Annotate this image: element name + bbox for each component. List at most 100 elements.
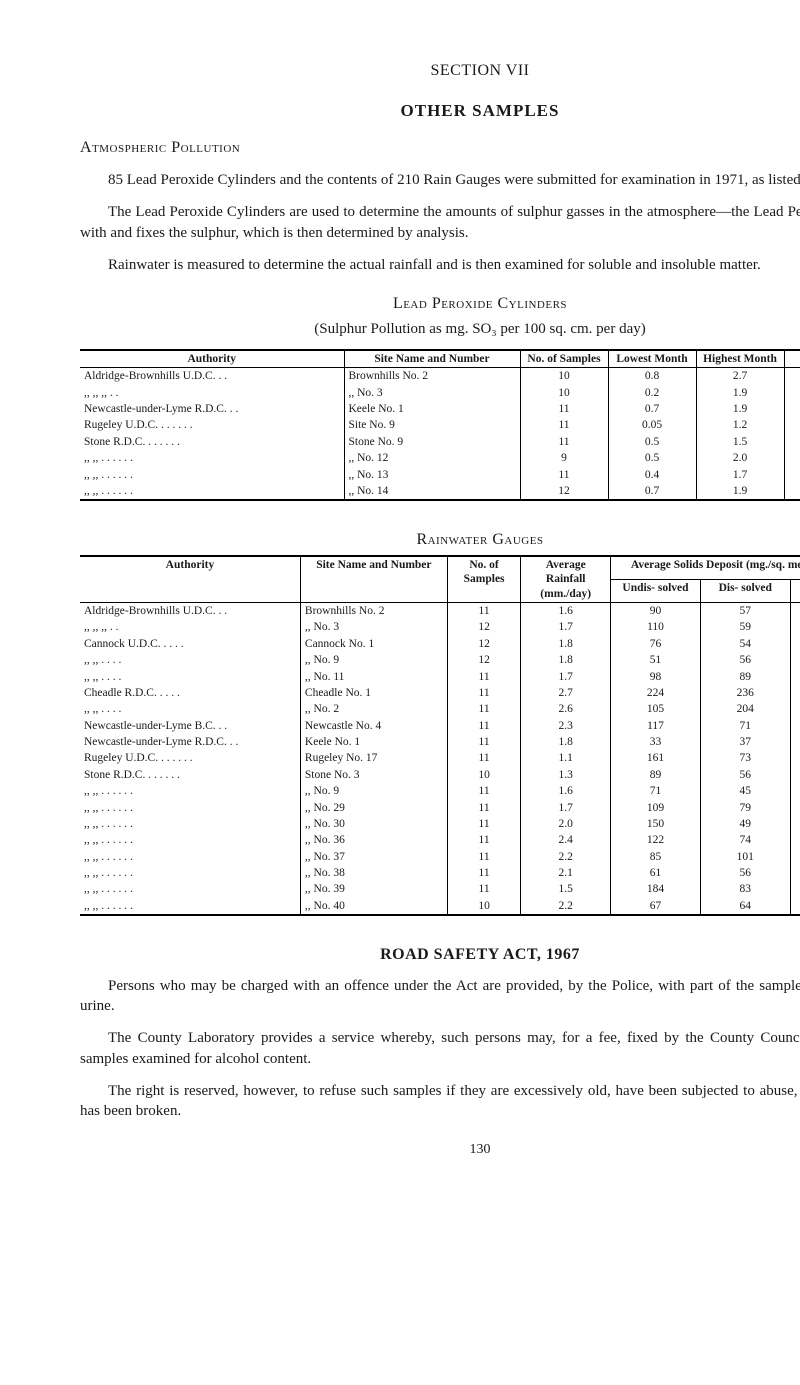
table-cell: 109: [611, 800, 701, 816]
table-cell: 1.8: [521, 734, 611, 750]
table-cell: ,, ,, . . . .: [80, 652, 300, 668]
table-cell: Rugeley U.D.C. . . . . . .: [80, 750, 300, 766]
table-cell: 10: [520, 385, 608, 401]
table-cell: 11: [520, 417, 608, 433]
table-cell: 0.7: [608, 483, 696, 500]
th-authority: Authority: [80, 556, 300, 603]
table-cell: ,, No. 38: [300, 865, 447, 881]
table-cell: 57: [700, 603, 790, 620]
table-cell: 1.7: [696, 467, 784, 483]
table-cell: 11: [447, 750, 520, 766]
table-cell: 12: [447, 636, 520, 652]
table-cell: 2.0: [521, 816, 611, 832]
table-cell: ,, ,, . . . .: [80, 669, 300, 685]
road-safety-title: ROAD SAFETY ACT, 1967: [80, 944, 800, 966]
section-title: SECTION VII: [80, 60, 800, 82]
table-cell: 1.3: [521, 767, 611, 783]
table-cell: 89: [700, 669, 790, 685]
table-cell: 90: [611, 603, 701, 620]
table-cell: 128: [790, 636, 800, 652]
table-cell: 0.8: [608, 368, 696, 385]
table-cell: 11: [520, 401, 608, 417]
table-cell: 74: [700, 832, 790, 848]
table-cell: Site No. 9: [344, 417, 520, 433]
table-cell: 2.3: [521, 718, 611, 734]
table-cell: 459: [790, 685, 800, 701]
table-cell: 2.7: [521, 685, 611, 701]
table-cell: 11: [520, 434, 608, 450]
table-cell: 1.1: [521, 750, 611, 766]
table-cell: 45: [700, 783, 790, 799]
table-cell: 56: [700, 767, 790, 783]
table-cell: 64: [700, 898, 790, 915]
table-cell: 71: [700, 718, 790, 734]
table-cell: ,, ,, . . . . . .: [80, 783, 300, 799]
table-cell: 11: [447, 603, 520, 620]
table-cell: ,, No. 9: [300, 783, 447, 799]
table1-subtitle: (Sulphur Pollution as mg. SO₃ per 100 sq…: [80, 319, 800, 339]
paragraph: The right is reserved, however, to refus…: [80, 1081, 800, 1122]
table-cell: Aldridge-Brownhills U.D.C. . .: [80, 368, 344, 385]
table-cell: 2.4: [521, 832, 611, 848]
table-cell: Cannock No. 1: [300, 636, 447, 652]
paragraph: The County Laboratory provides a service…: [80, 1028, 800, 1069]
table-cell: 49: [700, 816, 790, 832]
table-cell: 184: [611, 881, 701, 897]
table-cell: 209: [790, 816, 800, 832]
table-cell: 76: [611, 636, 701, 652]
table-cell: 11: [447, 718, 520, 734]
table-cell: 11: [447, 701, 520, 717]
table-cell: 204: [700, 701, 790, 717]
table-cell: ,, ,, . . . . . .: [80, 450, 344, 466]
table-cell: ,, No. 14: [344, 483, 520, 500]
table-cell: 2.0: [696, 450, 784, 466]
table-cell: 170: [790, 619, 800, 635]
table-cell: 11: [447, 849, 520, 865]
th-dissolved: Dis- solved: [700, 580, 790, 603]
table-cell: 2.2: [521, 849, 611, 865]
table-cell: 101: [700, 849, 790, 865]
paragraph: 85 Lead Peroxide Cylinders and the conte…: [80, 170, 800, 190]
table-cell: 12: [520, 483, 608, 500]
table-cell: 11: [447, 783, 520, 799]
table-cell: Cheadle R.D.C. . . . .: [80, 685, 300, 701]
table-cell: Stone R.D.C. . . . . . .: [80, 434, 344, 450]
table-cell: 110: [611, 619, 701, 635]
table-cell: 10: [447, 898, 520, 915]
table-cell: ,, No. 9: [300, 652, 447, 668]
th-site: Site Name and Number: [300, 556, 447, 603]
table-cell: 1.6: [521, 603, 611, 620]
table-cell: 11: [447, 816, 520, 832]
table-cell: 11: [520, 467, 608, 483]
table-cell: 203: [790, 832, 800, 848]
table-cell: Newcastle No. 4: [300, 718, 447, 734]
paragraph: Rainwater is measured to determine the a…: [80, 255, 800, 275]
table-cell: 0.9: [784, 434, 800, 450]
table-cell: 89: [611, 767, 701, 783]
table-cell: 79: [700, 800, 790, 816]
table-cell: 236: [700, 685, 790, 701]
paragraph: Persons who may be charged with an offen…: [80, 976, 800, 1017]
table-cell: 1.9: [784, 368, 800, 385]
table-cell: ,, No. 2: [300, 701, 447, 717]
th-site: Site Name and Number: [344, 350, 520, 368]
table-cell: 67: [611, 898, 701, 915]
table-cell: 224: [611, 685, 701, 701]
table-cell: 1.3: [784, 450, 800, 466]
table-cell: 1.7: [521, 800, 611, 816]
table-cell: 198: [790, 652, 800, 668]
th-authority: Authority: [80, 350, 344, 368]
table-cell: ,, No. 12: [344, 450, 520, 466]
th-samples: No. of Samples: [520, 350, 608, 368]
table-cell: 11: [447, 800, 520, 816]
table-cell: 71: [611, 783, 701, 799]
table-cell: 144: [790, 898, 800, 915]
table-cell: 1.5: [696, 434, 784, 450]
paragraph: The Lead Peroxide Cylinders are used to …: [80, 202, 800, 243]
table-cell: 118: [790, 865, 800, 881]
table-cell: 116: [790, 783, 800, 799]
table-cell: 1.2: [696, 417, 784, 433]
table-cell: 1.8: [521, 636, 611, 652]
table-cell: 0.5: [608, 450, 696, 466]
table-cell: 61: [611, 865, 701, 881]
